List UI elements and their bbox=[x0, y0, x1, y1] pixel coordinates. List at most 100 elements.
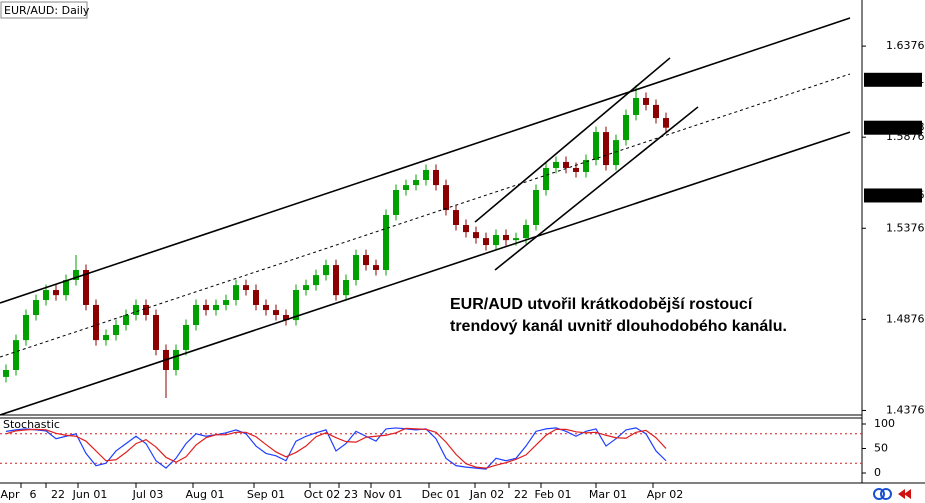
price-tag: 1.6191 bbox=[886, 73, 925, 86]
x-tick-label: Feb 01 bbox=[535, 488, 572, 501]
candle-body bbox=[293, 290, 299, 321]
price-tag: 1.5556 bbox=[886, 188, 925, 201]
candle-body bbox=[503, 235, 509, 241]
x-tick-label: Apr bbox=[0, 488, 20, 501]
x-tick-label: Mar 01 bbox=[589, 488, 627, 501]
candle-body bbox=[113, 325, 119, 336]
x-tick-label: Jul 03 bbox=[132, 488, 164, 501]
candle-body bbox=[53, 290, 59, 296]
x-tick-label: Oct 02 bbox=[304, 488, 341, 501]
icon[interactable] bbox=[880, 488, 892, 500]
candle-body bbox=[393, 190, 399, 215]
y-tick-label: 1.5376 bbox=[886, 221, 925, 234]
candle-body bbox=[323, 265, 329, 276]
candle-body bbox=[253, 290, 259, 305]
candle-body bbox=[273, 310, 279, 315]
icon[interactable] bbox=[898, 489, 911, 499]
candle-body bbox=[203, 304, 209, 311]
candle-body bbox=[343, 280, 349, 296]
candle-body bbox=[183, 325, 189, 350]
candle-body bbox=[573, 167, 579, 172]
price-tag-box bbox=[864, 120, 922, 135]
candle-body bbox=[643, 98, 649, 105]
candle-body bbox=[63, 280, 69, 296]
candle-body bbox=[553, 161, 559, 168]
candle-body bbox=[133, 304, 139, 315]
x-tick-label: Jun 01 bbox=[72, 488, 108, 501]
candle-body bbox=[263, 304, 269, 311]
candle-body bbox=[303, 285, 309, 291]
y-tick-label: 1.4376 bbox=[886, 403, 925, 416]
candle-body bbox=[583, 159, 589, 172]
candle-body bbox=[653, 104, 659, 119]
trendline bbox=[494, 106, 699, 271]
trendline bbox=[0, 17, 851, 304]
stochastic-line bbox=[5, 427, 667, 470]
x-tick-label: 23 bbox=[344, 488, 358, 501]
x-tick-label: Nov 01 bbox=[364, 488, 403, 501]
y-tick-label: 0 bbox=[874, 466, 881, 479]
candle-body bbox=[593, 132, 599, 160]
trendline bbox=[474, 57, 671, 223]
candle-body bbox=[283, 314, 289, 321]
candle-body bbox=[83, 269, 89, 305]
x-tick-label: 22 bbox=[514, 488, 528, 501]
candle-body bbox=[523, 224, 529, 239]
candle-body bbox=[233, 285, 239, 301]
candle-body bbox=[443, 185, 449, 211]
candle-body bbox=[533, 190, 539, 225]
candle-body bbox=[333, 265, 339, 296]
x-tick-label: Apr 02 bbox=[647, 488, 684, 501]
candle-body bbox=[363, 255, 369, 266]
candle-body bbox=[93, 304, 99, 341]
candle-body bbox=[23, 314, 29, 341]
y-tick-label: 1.4876 bbox=[886, 312, 925, 325]
candle-body bbox=[623, 114, 629, 141]
chart-title: EUR/AUD: Daily bbox=[4, 4, 90, 17]
candle-body bbox=[223, 300, 229, 305]
x-tick-label: Dec 01 bbox=[422, 488, 461, 501]
candle-body bbox=[13, 340, 19, 371]
candle-body bbox=[43, 290, 49, 301]
annotation: trendový kanál uvnitř dlouhodobého kanál… bbox=[450, 318, 787, 335]
candle-body bbox=[403, 185, 409, 191]
candle-body bbox=[353, 255, 359, 281]
candle-body bbox=[423, 169, 429, 180]
x-tick-label: 6 bbox=[30, 488, 37, 501]
indicator-label: Stochastic bbox=[3, 418, 60, 431]
candle-body bbox=[373, 265, 379, 270]
price-tag-box bbox=[864, 72, 922, 87]
x-tick-label: Jan 02 bbox=[469, 488, 504, 501]
toolbar-icons[interactable] bbox=[873, 488, 911, 500]
candle-body bbox=[663, 118, 669, 128]
candle-body bbox=[123, 314, 129, 326]
candle-body bbox=[463, 224, 469, 233]
candle-body bbox=[193, 304, 199, 326]
candle-body bbox=[633, 98, 639, 115]
icon[interactable] bbox=[873, 488, 885, 500]
title-box bbox=[0, 1, 88, 19]
candle-body bbox=[453, 210, 459, 225]
candle-body bbox=[3, 370, 9, 377]
annotation: EUR/AUD utvořil krátkodobější rostoucí bbox=[450, 296, 753, 313]
stochastic-line bbox=[5, 427, 667, 469]
candle-body bbox=[513, 238, 519, 241]
candle-body bbox=[603, 132, 609, 166]
y-tick-label: 100 bbox=[874, 417, 895, 430]
price-tag: 1.5928 bbox=[886, 121, 925, 134]
trendline bbox=[0, 131, 851, 416]
candle-body bbox=[483, 238, 489, 246]
x-tick-label: Aug 01 bbox=[186, 488, 225, 501]
candle-body bbox=[173, 349, 179, 371]
candle-body bbox=[493, 235, 499, 246]
candle-body bbox=[313, 275, 319, 286]
candle-body bbox=[73, 269, 79, 281]
candle-body bbox=[153, 314, 159, 350]
y-tick-label: 50 bbox=[874, 442, 888, 455]
candle-body bbox=[543, 167, 549, 191]
candle-body bbox=[433, 169, 439, 186]
candle-body bbox=[213, 304, 219, 311]
candle-body bbox=[33, 300, 39, 315]
